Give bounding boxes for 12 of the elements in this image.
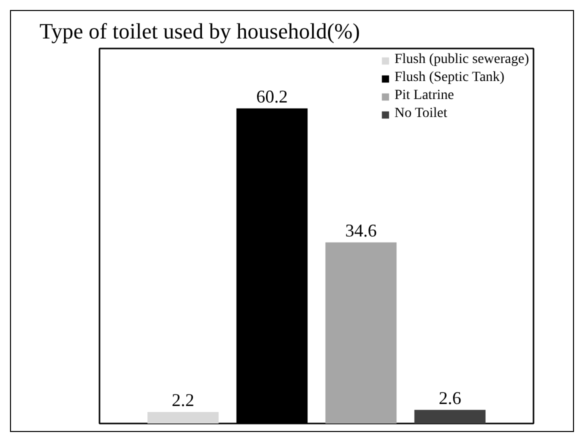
data-label: 2.6: [438, 388, 462, 408]
bar: [414, 410, 486, 424]
bar: [325, 242, 397, 424]
data-label: 2.2: [172, 390, 194, 410]
legend-label: Pit Latrine: [394, 88, 454, 104]
legend-label: Flush (Septic Tank): [394, 70, 504, 86]
chart-title: Type of toilet used by household(%): [40, 18, 360, 44]
data-label: 60.2: [256, 86, 288, 106]
data-label: 34.6: [345, 220, 377, 240]
bar: [147, 412, 219, 424]
legend-label: No Toilet: [394, 106, 448, 122]
legend-label: Flush (public sewerage): [394, 52, 529, 68]
